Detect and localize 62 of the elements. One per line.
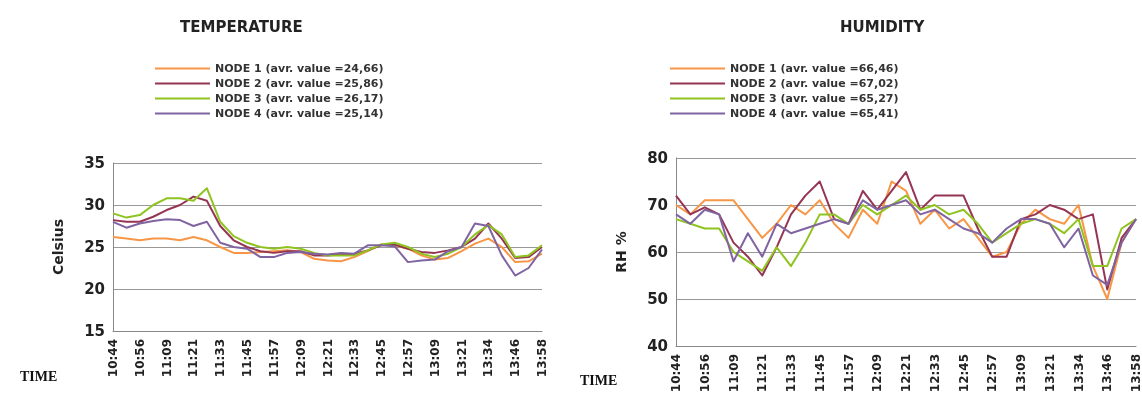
x-tick-label: 12:33: [927, 354, 942, 393]
legend-label: NODE 4 (avr. value =25,14): [215, 107, 384, 120]
x-tick-label: 12:45: [956, 354, 971, 393]
x-tick-label: 10:44: [106, 339, 120, 378]
y-axis-title: RH %: [613, 231, 629, 273]
x-tick-label: 13:21: [1042, 354, 1057, 393]
x-tick-label: 12:09: [293, 339, 308, 378]
chart-title: TEMPERATURE: [180, 17, 303, 36]
x-tick-label: 13:46: [508, 339, 523, 378]
x-tick-label: 11:21: [186, 339, 201, 378]
legend-label: NODE 2 (avr. value =67,02): [730, 77, 899, 90]
x-tick-label: 11:45: [812, 354, 827, 393]
x-tick-label: 12:09: [870, 354, 885, 393]
y-tick-label: 20: [84, 280, 105, 298]
x-tick-label: 12:57: [985, 354, 1000, 393]
line-series: [112, 235, 543, 264]
x-tick-label: 13:34: [481, 339, 496, 378]
x-tick-label: 11:21: [755, 354, 770, 393]
x-tick-label: 12:21: [899, 354, 913, 393]
y-tick-label: 15: [84, 322, 105, 340]
y-tick-label: 25: [84, 238, 105, 256]
y-tick-label: 30: [84, 196, 105, 214]
x-tick-label: 11:09: [159, 339, 174, 378]
x-tick-label: 12:45: [374, 339, 389, 378]
legend-label: NODE 4 (avr. value =65,41): [730, 107, 899, 120]
y-tick-label: 80: [647, 149, 668, 167]
y-tick-label: 70: [647, 196, 668, 214]
x-tick-label: 11:45: [240, 339, 255, 378]
x-tick-label: 12:21: [320, 339, 335, 378]
x-tick-label: 12:33: [347, 339, 362, 378]
x-tick-label: 13:34: [1071, 354, 1086, 393]
x-tick-label: 11:57: [841, 354, 856, 393]
y-axis-title: Celsius: [50, 219, 66, 275]
x-axis-title: TIME: [580, 372, 618, 388]
x-tick-label: 13:58: [1129, 354, 1142, 393]
legend-label: NODE 3 (avr. value =65,27): [730, 92, 899, 105]
x-tick-label: 13:21: [454, 339, 469, 378]
x-tick-label: 11:57: [266, 339, 281, 378]
x-axis-title: TIME: [20, 368, 58, 384]
x-tick-label: 13:09: [427, 339, 442, 378]
legend-label: NODE 3 (avr. value =26,17): [215, 92, 384, 105]
line-series: [675, 194, 1137, 272]
x-tick-label: 11:33: [213, 339, 228, 378]
x-tick-label: 10:56: [132, 339, 147, 378]
x-tick-label: 10:44: [669, 354, 683, 393]
x-tick-label: 12:57: [400, 339, 415, 378]
legend-label: NODE 2 (avr. value =25,86): [215, 77, 384, 90]
y-tick-label: 60: [647, 243, 668, 261]
y-tick-label: 40: [647, 337, 668, 355]
x-tick-label: 13:58: [535, 339, 549, 378]
x-tick-label: 13:46: [1100, 354, 1115, 393]
y-tick-label: 35: [84, 154, 105, 172]
legend-label: NODE 1 (avr. value =24,66): [215, 62, 384, 75]
chart-title: HUMIDITY: [840, 17, 926, 36]
y-tick-label: 50: [647, 290, 668, 308]
x-tick-label: 13:09: [1014, 354, 1028, 393]
x-tick-label: 11:33: [784, 354, 798, 393]
line-series: [675, 199, 1137, 286]
legend-label: NODE 1 (avr. value =66,46): [730, 62, 899, 75]
line-series: [112, 218, 543, 277]
x-tick-label: 10:56: [697, 354, 712, 393]
x-tick-label: 11:09: [726, 354, 741, 393]
